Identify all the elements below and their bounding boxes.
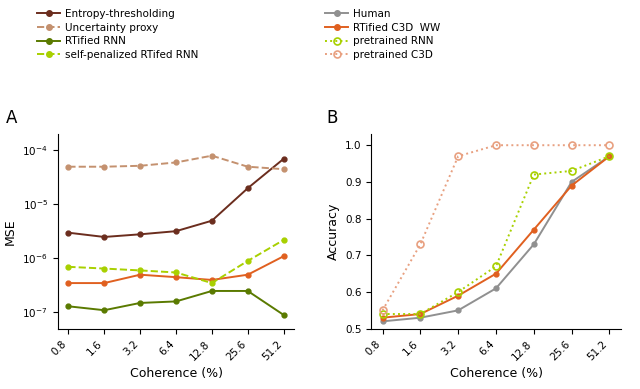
X-axis label: Coherence (%): Coherence (%) [129,368,223,380]
Text: A: A [6,109,17,126]
X-axis label: Coherence (%): Coherence (%) [449,368,543,380]
Text: B: B [326,109,338,126]
Legend: Human, RTified C3D  WW, pretrained RNN, pretrained C3D: Human, RTified C3D WW, pretrained RNN, p… [325,9,440,60]
Y-axis label: Accuracy: Accuracy [326,203,339,260]
Y-axis label: MSE: MSE [4,218,17,245]
Legend: Entropy-thresholding, Uncertainty proxy, RTified RNN, self-penalized RTifed RNN: Entropy-thresholding, Uncertainty proxy,… [37,9,198,60]
